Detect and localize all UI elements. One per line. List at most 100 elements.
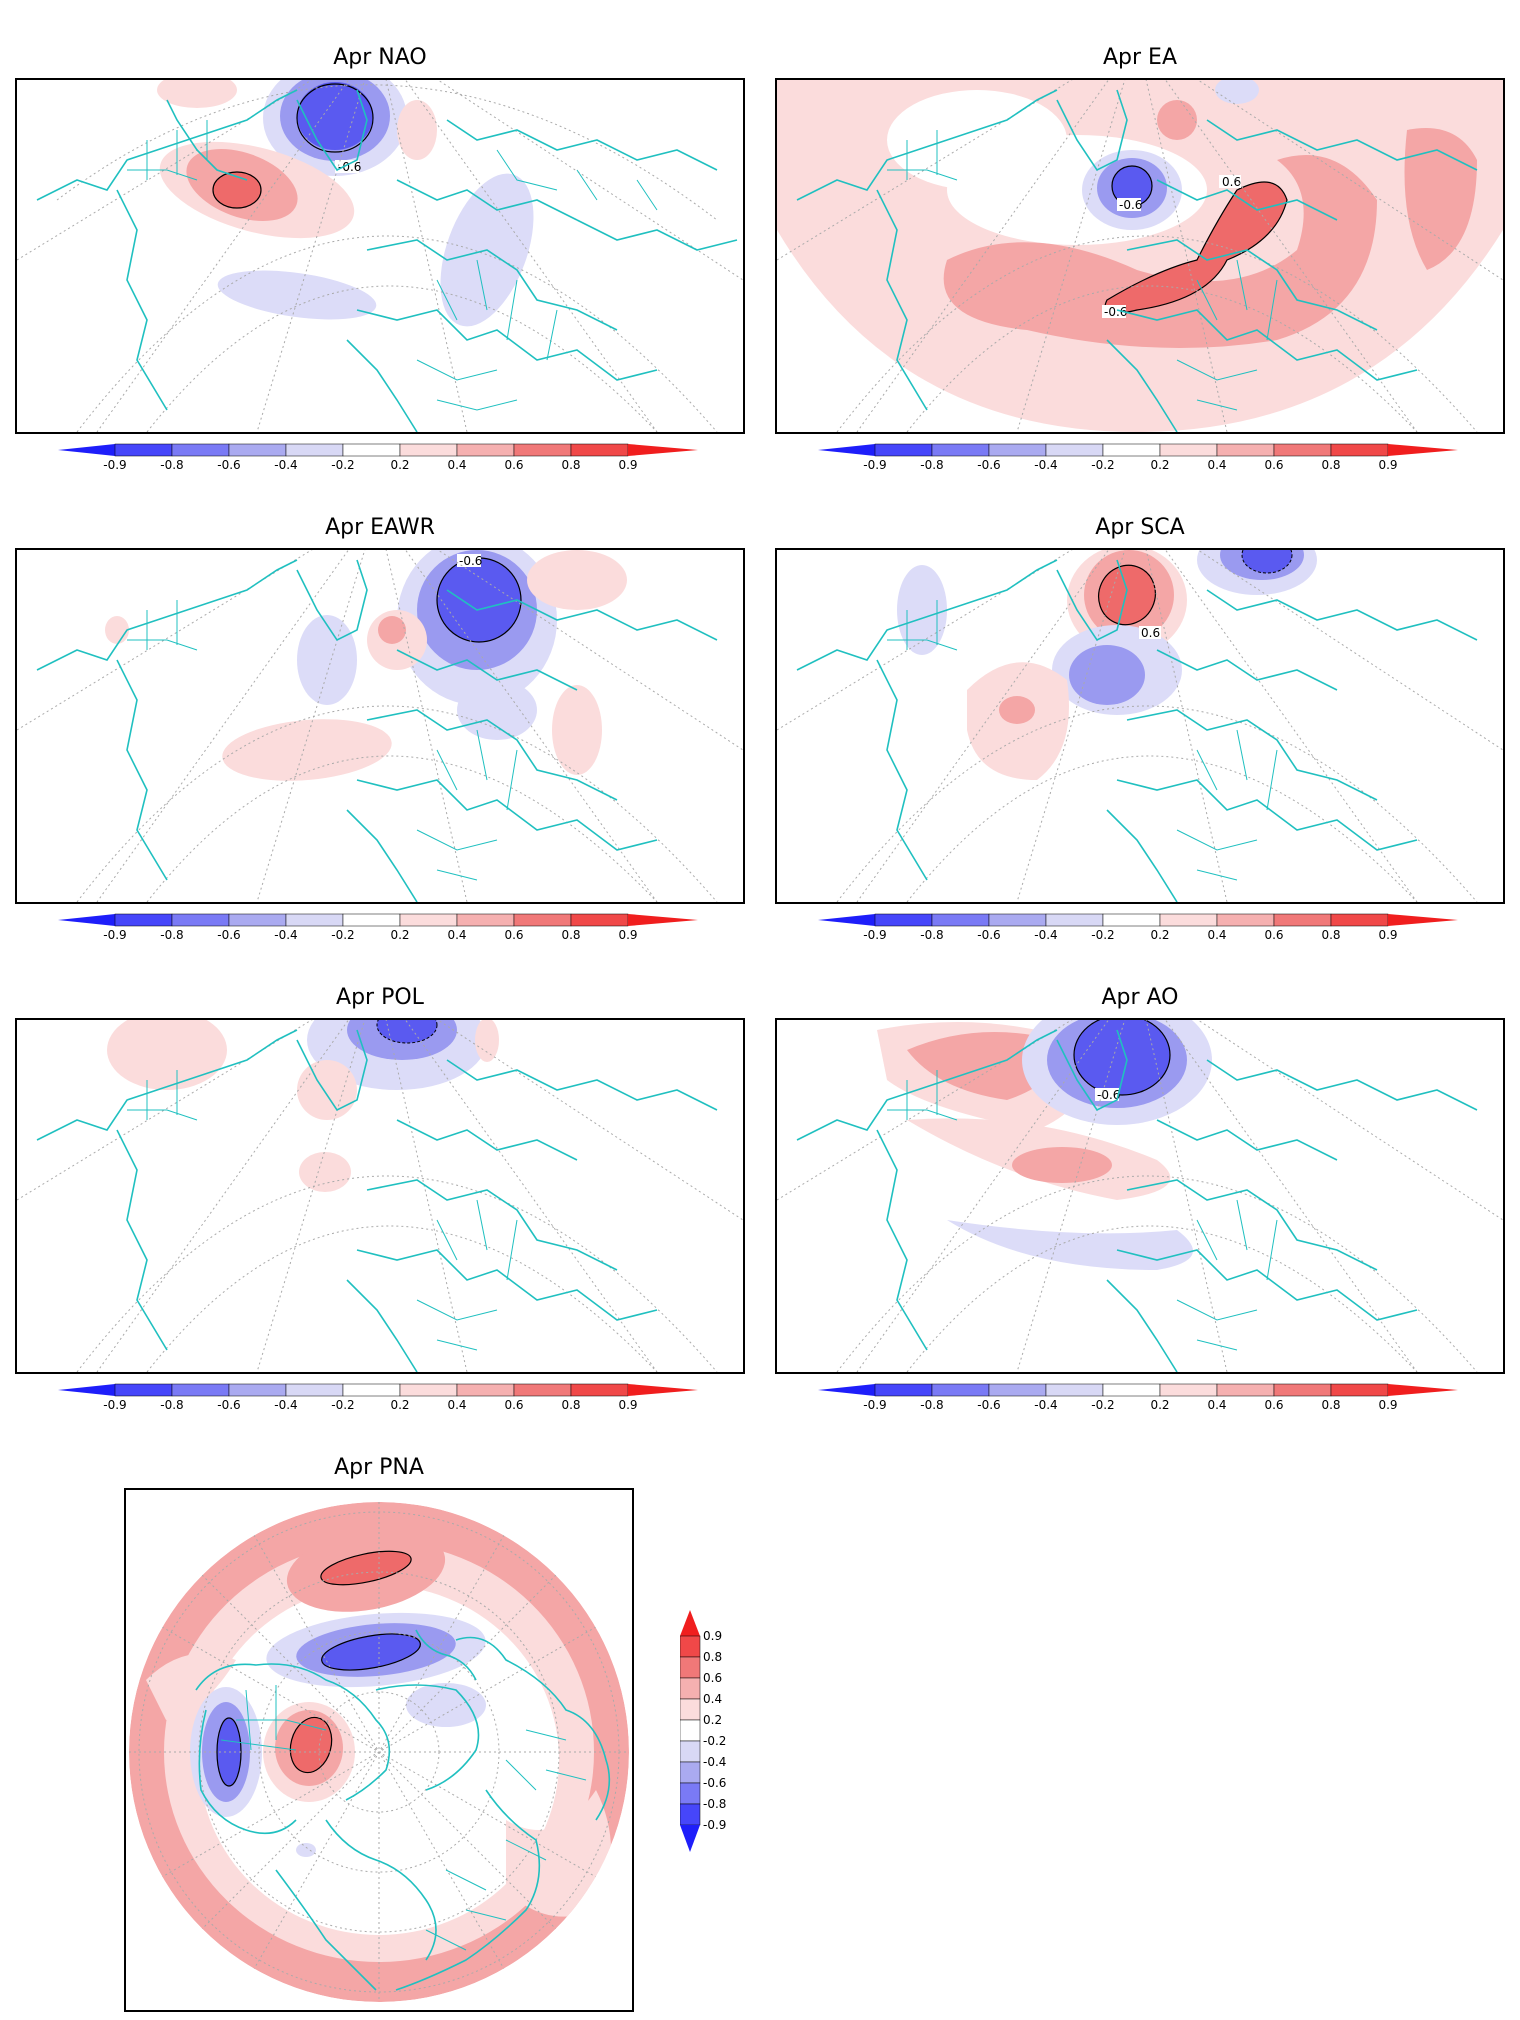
colorbar-swatches xyxy=(58,913,698,927)
colorbar-tick-label: 0.9 xyxy=(1378,458,1397,472)
anomaly-positive xyxy=(907,1032,1059,1100)
anomaly-positive xyxy=(107,1020,227,1090)
map-svg xyxy=(129,1502,629,2002)
anomaly-negative xyxy=(296,1843,316,1857)
contour-line xyxy=(321,1633,421,1671)
colorbar-tick-label: -0.6 xyxy=(217,1398,240,1412)
anomaly-positive xyxy=(378,616,406,644)
anomaly-positive xyxy=(105,616,129,644)
colorbar-tick-label: -0.6 xyxy=(217,928,240,942)
colorbar-horizontal: -0.9 -0.8 -0.6 -0.4 -0.2 0.2 0.4 0.6 0.8… xyxy=(818,1383,1458,1412)
panel-title: Apr AO xyxy=(1101,985,1179,1010)
colorbar-tick-label: 0.8 xyxy=(1321,928,1340,942)
anomaly-negative-strong xyxy=(1112,166,1152,206)
colorbar-tick-label: 0.6 xyxy=(504,1398,523,1412)
colorbar-tick-label: 0.9 xyxy=(618,1398,637,1412)
anomaly-negative-strong xyxy=(321,1634,421,1670)
colorbar-tick-label: 0.8 xyxy=(1321,1398,1340,1412)
map-pna xyxy=(124,1488,634,2012)
country-borders xyxy=(887,1070,1278,1351)
coastlines xyxy=(796,1029,1478,1372)
contour-line xyxy=(1104,181,1288,314)
contour-label: -0.6 xyxy=(338,160,361,174)
colorbar-tick-label: -0.8 xyxy=(920,1398,943,1412)
contour-label-bg xyxy=(1117,198,1141,211)
country-borders xyxy=(127,1070,518,1351)
colorbar-swatches xyxy=(680,1610,701,1852)
colorbar-tick-label: -0.8 xyxy=(160,458,183,472)
anomaly-negative xyxy=(947,1220,1193,1270)
coastlines xyxy=(36,89,738,432)
colorbar-horizontal: -0.9 -0.8 -0.6 -0.4 -0.2 0.2 0.4 0.6 0.8… xyxy=(818,913,1458,942)
map-pol xyxy=(15,1018,745,1374)
anomaly-negative xyxy=(457,680,537,740)
map-svg: -0.6 xyxy=(17,80,743,432)
anomaly-positive xyxy=(943,155,1377,348)
colorbar-tick-label: -0.8 xyxy=(160,928,183,942)
colorbar-tick-label: -0.8 xyxy=(920,928,943,942)
colorbar-vertical: 0.9 0.8 0.6 0.4 0.2 -0.2 -0.4 -0.6 -0.8 … xyxy=(680,1610,726,1852)
colorbar-tick-label: -0.6 xyxy=(217,458,240,472)
colorbar-tick-label: 0.2 xyxy=(1150,458,1169,472)
anomaly-negative-strong xyxy=(377,1020,437,1043)
colorbar-horizontal: -0.9 -0.8 -0.6 -0.4 -0.2 0.2 0.4 0.6 0.8… xyxy=(58,913,698,942)
colorbar-tick-label: 0.4 xyxy=(703,1692,722,1706)
colorbar-tick-label: 0.4 xyxy=(1207,928,1226,942)
coastlines xyxy=(195,1629,611,1991)
colorbar-tick-label: -0.9 xyxy=(863,1398,886,1412)
colorbar-tick-label: 0.6 xyxy=(1264,928,1283,942)
colorbar-tick-label: -0.9 xyxy=(863,458,886,472)
coastlines xyxy=(796,559,1478,902)
colorbar-tick-label: 0.2 xyxy=(1150,1398,1169,1412)
colorbar-swatches xyxy=(818,443,1458,457)
contour-label: -0.6 xyxy=(459,554,482,568)
colorbar-tick-label: 0.2 xyxy=(390,928,409,942)
colorbar-tick-label: 0.4 xyxy=(447,928,466,942)
colorbar-horizontal: -0.9 -0.8 -0.6 -0.4 -0.2 0.2 0.4 0.6 0.8… xyxy=(818,443,1458,472)
colorbar-tick-label: -0.8 xyxy=(920,458,943,472)
colorbar-tick-label: -0.9 xyxy=(103,458,126,472)
panel-title: Apr SCA xyxy=(1095,515,1185,540)
colorbar-tick-label: -0.2 xyxy=(331,928,354,942)
panel-title: Apr PNA xyxy=(334,1455,424,1480)
graticule xyxy=(777,1020,1503,1372)
colorbar-swatches xyxy=(818,1383,1458,1397)
country-borders xyxy=(887,130,1278,411)
map-svg: -0.6 xyxy=(17,550,743,902)
colorbar-tick-label: -0.8 xyxy=(703,1797,726,1811)
colorbar-tick-label: 0.4 xyxy=(447,458,466,472)
anomaly-positive xyxy=(297,1060,357,1120)
graticule xyxy=(777,80,1503,432)
colorbar-tick-label: 0.9 xyxy=(1378,928,1397,942)
colorbar-tick-label: -0.4 xyxy=(1034,1398,1057,1412)
contour-line xyxy=(212,171,262,209)
colorbar-tick-label: 0.9 xyxy=(1378,1398,1397,1412)
anomaly-positive-strong xyxy=(1105,182,1287,314)
anomaly-neutral xyxy=(146,1653,236,1720)
contour-label-bg xyxy=(1095,1088,1119,1101)
colorbar-tick-label: -0.9 xyxy=(103,1398,126,1412)
contour-label-bg xyxy=(457,554,481,567)
colorbar-tick-label: 0.8 xyxy=(561,458,580,472)
anomaly-positive-strong xyxy=(290,1717,332,1773)
colorbar-tick-label: -0.4 xyxy=(274,458,297,472)
map-svg xyxy=(17,1020,743,1372)
anomaly-negative-strong xyxy=(437,558,521,642)
colorbar-tick-label: 0.4 xyxy=(1207,458,1226,472)
contour-line xyxy=(1073,1020,1171,1096)
colorbar-tick-label: 0.2 xyxy=(390,1398,409,1412)
contour-label: -0.6 xyxy=(1119,198,1142,212)
contour-label-bg xyxy=(1219,175,1241,188)
colorbar-tick-label: -0.8 xyxy=(160,1398,183,1412)
colorbar-tick-label: 0.8 xyxy=(561,928,580,942)
contour-label-bg xyxy=(335,160,359,173)
anomaly-negative-strong xyxy=(297,82,373,150)
country-borders xyxy=(127,600,518,881)
anomaly-positive xyxy=(299,1152,351,1192)
contour-line xyxy=(296,83,374,153)
anomaly-positive xyxy=(1157,100,1197,140)
colorbar-tick-label: 0.8 xyxy=(1321,458,1340,472)
colorbar-swatches xyxy=(58,1383,698,1397)
contour-line xyxy=(1241,550,1293,574)
graticule xyxy=(777,550,1503,902)
